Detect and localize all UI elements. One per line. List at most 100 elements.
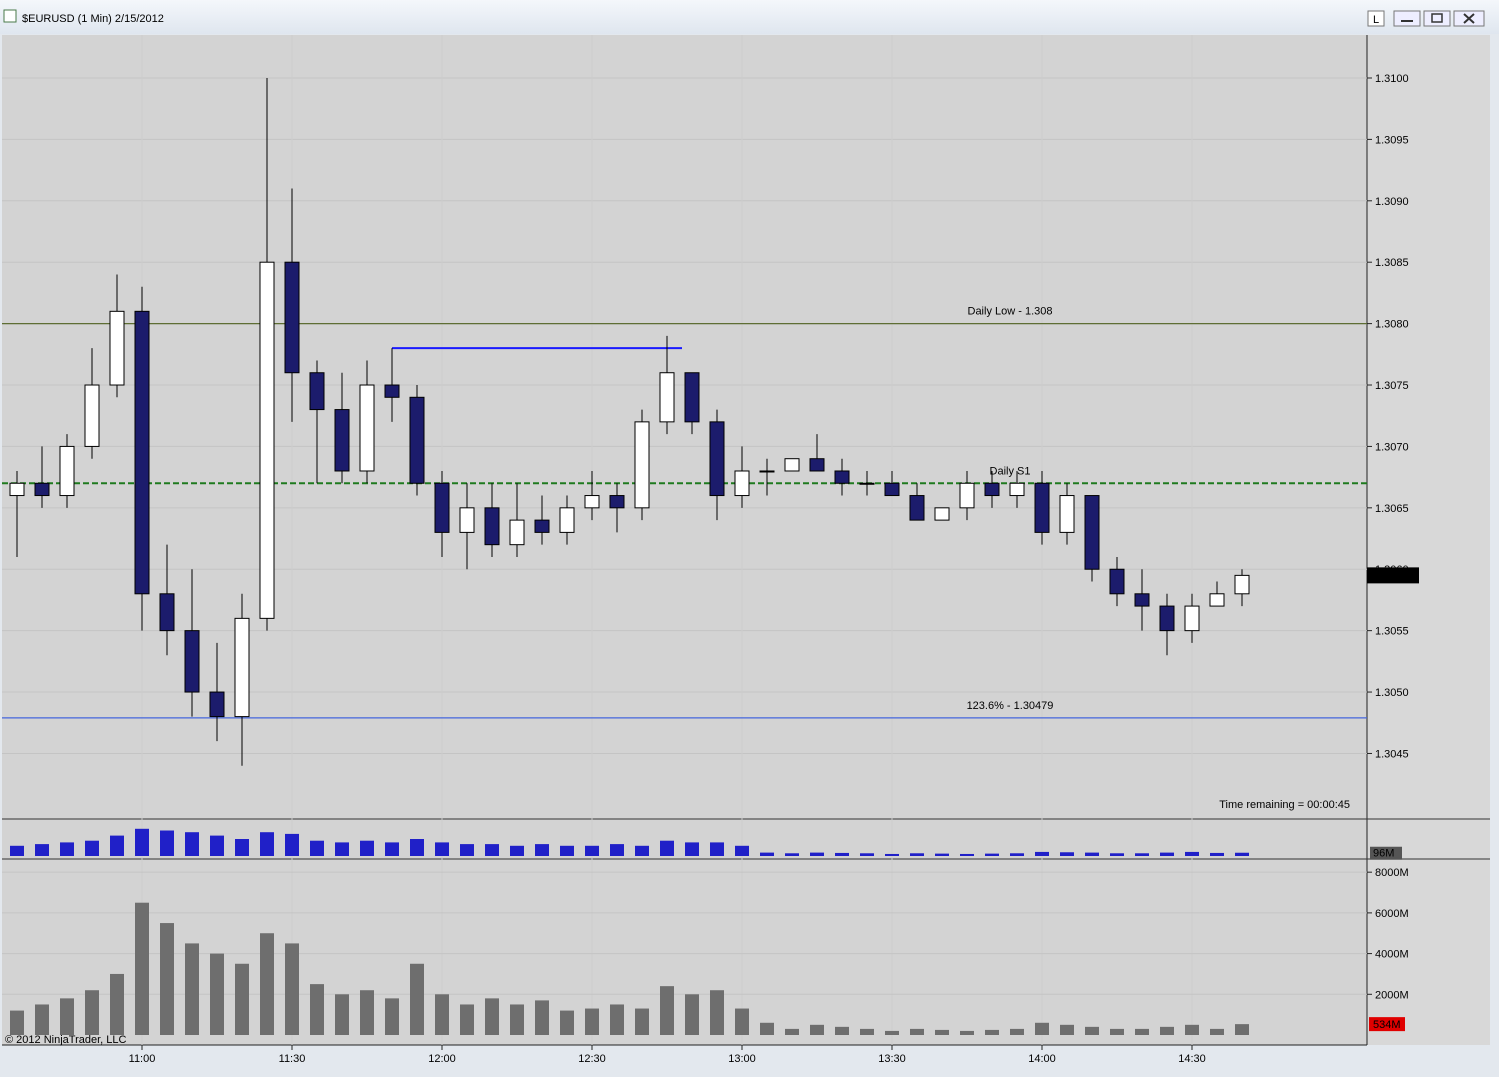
candle-body [634,421,650,509]
chart-layer: 1.30451.30501.30551.30601.30651.30701.30… [2,35,1419,1065]
tick-volume-bar [460,844,474,856]
y-tick-label: 1.3045 [1375,748,1409,760]
volume-tick-label: 4000M [1375,949,1409,961]
candle-body [359,384,375,472]
volume-bar [285,943,299,1035]
candle-body [84,384,100,447]
volume-bar [860,1028,874,1035]
minimize-button[interactable] [1393,10,1421,27]
candle-body [159,593,175,632]
title-bar [0,0,1499,34]
tick-volume-bar [1085,852,1099,856]
volume-bar [160,923,174,1035]
candle-body [584,495,600,509]
candle-body [559,507,575,533]
tick-volume-bar [1010,853,1024,856]
tick-volume-bar [210,835,224,856]
volume-tick-label: 8000M [1375,867,1409,879]
candle-body [459,507,475,533]
volume-bar [35,1004,49,1035]
tick-volume-bar [60,842,74,856]
lock-button[interactable] [1367,10,1385,27]
y-tick-label: 1.3080 [1375,319,1409,331]
volume-tick-label: 6000M [1375,908,1409,920]
volume-bar [685,994,699,1035]
candle-body [684,372,700,423]
volume-bar [785,1028,799,1035]
volume-bar [410,963,424,1035]
tick-volume-bar [410,839,424,856]
candle-body [209,691,225,718]
tick-volume-bar [1185,851,1199,856]
level-label: Daily S1 [990,465,1031,477]
candle-body [1209,593,1225,607]
candle-body [1159,605,1175,632]
volume-bar [485,998,499,1035]
tick-volume-bar [860,853,874,856]
volume-bar [1010,1028,1024,1035]
x-tick-label: 12:00 [428,1053,456,1065]
candle-body [1134,593,1150,607]
tick-volume-bar [35,844,49,856]
candle-body [909,495,925,521]
tick-volume-bar [760,852,774,856]
volume-bar [110,973,124,1035]
volume-bar [1160,1026,1174,1035]
volume-bar [310,984,324,1035]
tick-volume-bar [985,853,999,856]
candle-body [734,470,750,497]
tick-volume-bar [610,844,624,856]
tick-volume-bar [910,853,924,856]
maximize-button[interactable] [1423,10,1451,27]
x-tick-label: 14:30 [1178,1053,1206,1065]
tick-volume-bar [485,844,499,856]
candle-body [759,470,775,473]
volume-bar [1210,1028,1224,1035]
candle-body [659,372,675,423]
maximize-icon [1431,13,1443,23]
candle-body [959,482,975,509]
tick-volume-bar [110,835,124,856]
candle-body [884,482,900,497]
candle-body [9,482,25,497]
tick-volume-bar [185,832,199,856]
tick-volume-bar [335,842,349,856]
volume-bar [1135,1028,1149,1035]
level-label: Daily Low - 1.308 [968,306,1053,318]
candle-body [1084,495,1100,570]
volume-bar [235,963,249,1035]
volume-bar [335,994,349,1035]
tick-volume-bar [685,842,699,856]
candle-body [134,310,150,595]
tick-volume-bar [710,842,724,856]
axis-area [1367,35,1490,1045]
volume-tag [1369,1017,1405,1032]
tick-volume-bar [1210,852,1224,856]
volume-bar [885,1030,899,1035]
tick-volume-bar [360,840,374,856]
tick-volume-bar [285,833,299,856]
x-tick-label: 11:30 [279,1053,306,1065]
candle-body [1059,495,1075,533]
plot-area [2,35,1367,1045]
y-tick-label: 1.3065 [1375,503,1409,515]
x-tick-label: 13:00 [728,1053,756,1065]
y-tick-label: 1.3100 [1375,73,1409,85]
volume-bar [1085,1026,1099,1035]
close-icon [1463,13,1475,24]
volume-bar [535,1000,549,1035]
tick-volume-bar [935,853,949,856]
price-tag-label: 1.3059'5 [1373,570,1415,582]
volume-bar [1235,1024,1249,1035]
candle-body [234,617,250,718]
candle-body [59,445,75,497]
tick-volume-bar [785,853,799,856]
candle-body [309,372,325,411]
volume-bar [185,943,199,1035]
candle-body [184,630,200,693]
candle-body [109,310,125,386]
candle-body [984,482,1000,497]
tick-volume-bar [135,828,149,856]
volume-bar [385,998,399,1035]
